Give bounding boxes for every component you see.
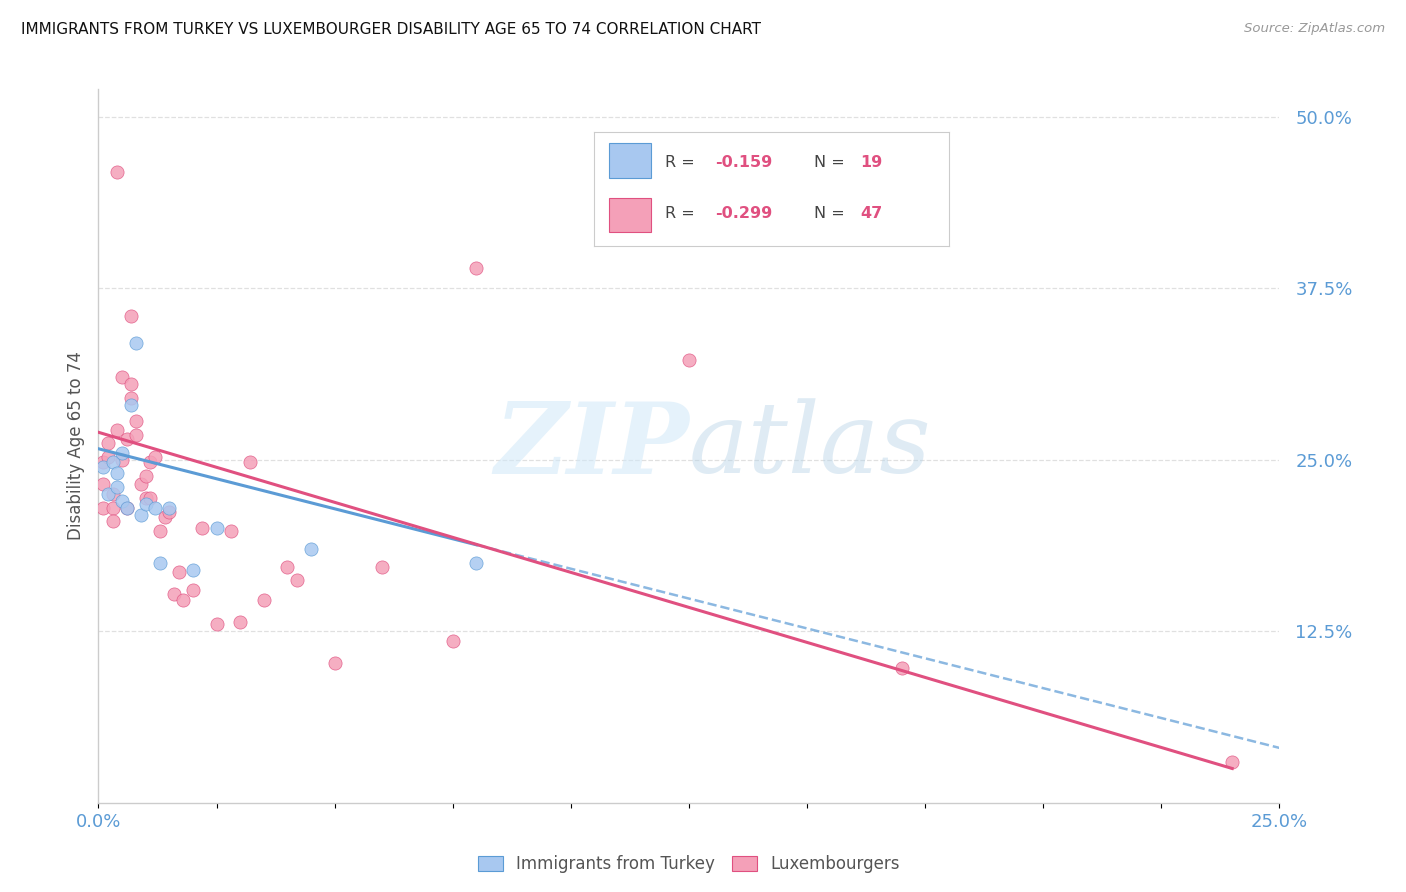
Point: [153, 510, 176, 524]
Point: [371, 559, 394, 574]
Point: [111, 370, 134, 384]
Point: [323, 656, 346, 670]
Point: [105, 467, 128, 481]
Point: [139, 491, 162, 505]
Y-axis label: Disability Age 65 to 74: Disability Age 65 to 74: [66, 351, 84, 541]
Point: [91, 477, 114, 491]
Point: [143, 500, 166, 515]
Point: [167, 566, 190, 580]
Point: [465, 260, 488, 275]
Text: N =: N =: [814, 155, 851, 169]
Point: [149, 524, 172, 538]
Point: [172, 592, 194, 607]
Text: IMMIGRANTS FROM TURKEY VS LUXEMBOURGER DISABILITY AGE 65 TO 74 CORRELATION CHART: IMMIGRANTS FROM TURKEY VS LUXEMBOURGER D…: [21, 22, 761, 37]
Point: [101, 455, 124, 469]
Point: [97, 436, 120, 450]
Point: [121, 398, 143, 412]
Point: [149, 556, 172, 570]
Point: [191, 521, 214, 535]
Point: [678, 352, 700, 367]
Point: [139, 455, 162, 469]
Point: [239, 455, 262, 469]
Point: [157, 505, 180, 519]
Point: [1220, 755, 1243, 769]
Point: [285, 574, 308, 588]
Point: [135, 469, 157, 483]
Point: [105, 423, 128, 437]
Point: [91, 455, 114, 469]
FancyBboxPatch shape: [609, 198, 651, 233]
Point: [219, 524, 242, 538]
Text: N =: N =: [814, 206, 851, 221]
Point: [101, 487, 124, 501]
Text: 47: 47: [860, 206, 883, 221]
Point: [101, 500, 124, 515]
Point: [299, 541, 322, 556]
Point: [125, 414, 148, 428]
Point: [129, 477, 152, 491]
Text: R =: R =: [665, 206, 700, 221]
Point: [121, 391, 143, 405]
Point: [125, 336, 148, 351]
Point: [181, 583, 204, 598]
Point: [91, 500, 114, 515]
Point: [253, 592, 276, 607]
Text: -0.159: -0.159: [714, 155, 772, 169]
Point: [125, 428, 148, 442]
Point: [91, 459, 114, 474]
Text: R =: R =: [665, 155, 700, 169]
Text: -0.299: -0.299: [714, 206, 772, 221]
Point: [115, 432, 138, 446]
Point: [441, 633, 464, 648]
Point: [157, 500, 180, 515]
Point: [97, 450, 120, 464]
Point: [121, 377, 143, 392]
Point: [111, 494, 134, 508]
Point: [205, 521, 228, 535]
Text: ZIP: ZIP: [494, 398, 689, 494]
Point: [205, 617, 228, 632]
Text: Source: ZipAtlas.com: Source: ZipAtlas.com: [1244, 22, 1385, 36]
Point: [105, 164, 128, 178]
Point: [97, 487, 120, 501]
FancyBboxPatch shape: [609, 144, 651, 178]
Text: 19: 19: [860, 155, 883, 169]
Point: [163, 587, 186, 601]
Text: atlas: atlas: [689, 399, 932, 493]
Point: [890, 661, 912, 675]
Point: [111, 452, 134, 467]
Point: [115, 500, 138, 515]
Point: [135, 491, 157, 505]
Point: [121, 309, 143, 323]
Point: [135, 497, 157, 511]
Point: [465, 556, 488, 570]
Legend: Immigrants from Turkey, Luxembourgers: Immigrants from Turkey, Luxembourgers: [471, 849, 907, 880]
Point: [181, 562, 204, 576]
Point: [229, 615, 252, 629]
Point: [115, 500, 138, 515]
Point: [105, 480, 128, 494]
Point: [111, 446, 134, 460]
Point: [276, 559, 298, 574]
Point: [143, 450, 166, 464]
Point: [129, 508, 152, 522]
Point: [101, 515, 124, 529]
